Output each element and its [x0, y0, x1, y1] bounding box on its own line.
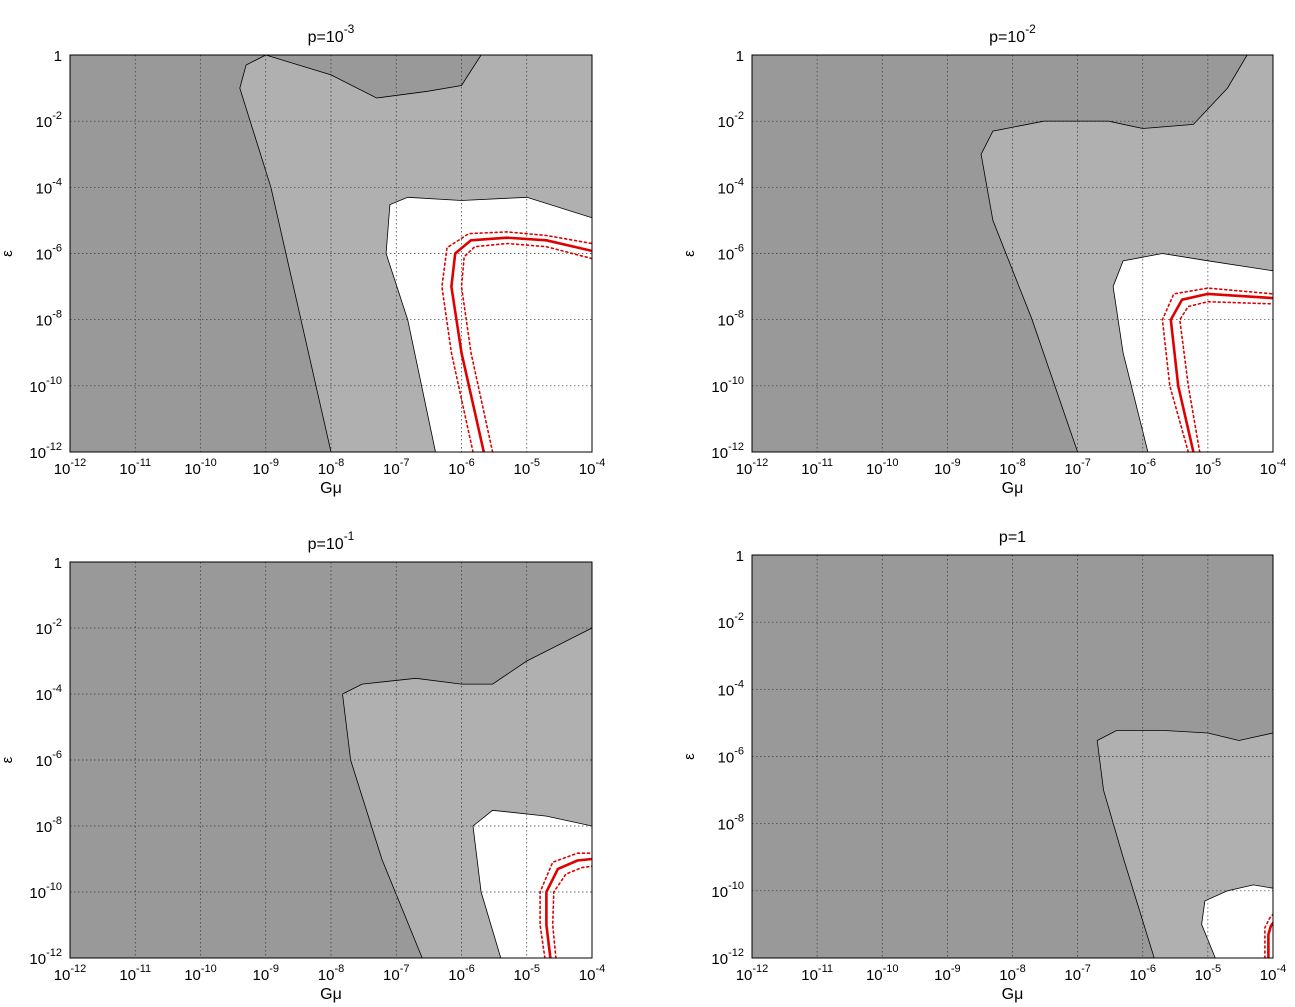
x-tick-label: 10-9	[934, 963, 960, 984]
x-tick-label: 10-4	[1260, 963, 1286, 984]
chart-title: p=10-3	[308, 22, 355, 46]
x-tick-label: 10-5	[514, 457, 540, 478]
y-tick-label: 10-4	[36, 683, 62, 704]
y-tick-label: 10-8	[718, 813, 744, 834]
x-tick-label: 10-10	[184, 457, 217, 478]
plot-frame	[69, 54, 593, 453]
plot-frame	[69, 561, 593, 959]
y-axis-label: ε	[0, 756, 16, 763]
y-tick-label: 10-10	[29, 375, 62, 396]
x-tick-label: 10-6	[1130, 457, 1156, 478]
y-tick-label: 10-2	[718, 611, 744, 632]
x-tick-label: 10-4	[579, 457, 605, 478]
x-tick-label: 10-6	[448, 457, 474, 478]
y-tick-label: 10-10	[711, 375, 744, 396]
plot-frame	[751, 54, 1274, 453]
y-tick-label: 10-2	[36, 110, 62, 131]
x-tick-label: 10-10	[866, 963, 899, 984]
x-axis-label: Gμ	[1002, 480, 1024, 497]
x-tick-label: 10-8	[318, 963, 344, 984]
y-tick-label: 10-2	[718, 110, 744, 131]
x-axis-label: Gμ	[320, 480, 342, 497]
y-tick-label: 10-10	[711, 880, 744, 901]
bound-curve-uncertainty	[1179, 300, 1273, 452]
x-tick-label: 10-6	[448, 963, 474, 984]
x-tick-label: 10-9	[934, 457, 960, 478]
y-tick-label: 10-8	[36, 309, 62, 330]
x-tick-label: 10-5	[514, 963, 540, 984]
x-tick-label: 10-7	[1064, 457, 1090, 478]
bound-curve-uncertainty	[441, 231, 592, 452]
y-tick-label: 10-4	[718, 176, 744, 197]
x-tick-label: 10-8	[999, 457, 1025, 478]
x-tick-label: 10-11	[801, 457, 833, 478]
y-tick-label: 10-6	[718, 243, 744, 264]
y-tick-label: 1	[736, 48, 744, 65]
x-tick-label: 10-5	[1195, 457, 1221, 478]
panel-1: 10-12 10-11 10-10 10-9 10-8 10-7 10-6 10-5 10-4 1…	[0, 22, 605, 497]
y-tick-label: 1	[54, 555, 62, 572]
x-tick-label: 10-11	[801, 963, 833, 984]
x-tick-label: 10-9	[253, 457, 279, 478]
y-tick-label: 10-12	[711, 441, 744, 462]
bound-curve	[450, 236, 592, 452]
y-tick-label: 10-12	[29, 441, 62, 462]
x-tick-label: 10-4	[579, 963, 605, 984]
x-tick-label: 10-6	[1130, 963, 1156, 984]
x-tick-label: 10-8	[999, 963, 1025, 984]
y-tick-label: 10-8	[718, 309, 744, 330]
x-tick-label: 10-10	[184, 963, 217, 984]
bound-curve-uncertainty	[551, 865, 592, 958]
y-tick-label: 10-6	[36, 243, 62, 264]
plot-frame	[751, 554, 1274, 959]
y-axis-label: ε	[681, 250, 698, 257]
bound-curve	[1267, 921, 1273, 958]
x-tick-label: 10-8	[318, 457, 344, 478]
x-tick-label: 10-7	[383, 963, 409, 984]
chart-title: p=10-2	[989, 22, 1036, 46]
x-tick-label: 10-9	[253, 963, 279, 984]
y-tick-label: 1	[736, 548, 744, 565]
panel-4: 10-12 10-11 10-10 10-9 10-8 10-7 10-6 10-5 10-4 1…	[681, 529, 1286, 1003]
y-tick-label: 1	[54, 48, 62, 65]
x-tick-label: 10-12	[54, 963, 87, 984]
x-tick-label: 10-12	[54, 457, 87, 478]
chart-title: p=1	[999, 529, 1026, 546]
allowed-region	[1201, 884, 1273, 958]
x-tick-label: 10-10	[866, 457, 899, 478]
bound-curve-uncertainty	[1264, 913, 1273, 958]
y-tick-label: 10-6	[718, 746, 744, 767]
allowed-region	[472, 809, 592, 958]
y-tick-label: 10-12	[29, 947, 62, 968]
x-tick-label: 10-12	[736, 457, 769, 478]
x-tick-label: 10-7	[383, 457, 409, 478]
y-tick-label: 10-4	[718, 678, 744, 699]
bound-curve	[545, 857, 592, 958]
x-tick-label: 10-11	[119, 457, 151, 478]
x-tick-label: 10-11	[119, 963, 151, 984]
x-tick-label: 10-7	[1064, 963, 1090, 984]
bound-curve-uncertainty	[460, 242, 592, 452]
x-tick-label: 10-12	[736, 963, 769, 984]
y-tick-label: 10-10	[29, 881, 62, 902]
bound-curve-uncertainty	[539, 852, 592, 958]
allowed-region	[385, 196, 592, 452]
y-tick-label: 10-4	[36, 176, 62, 197]
y-tick-label: 10-6	[36, 749, 62, 770]
y-tick-label: 10-8	[36, 815, 62, 836]
y-axis-label: ε	[0, 250, 16, 257]
panel-3: 10-12 10-11 10-10 10-9 10-8 10-7 10-6 10-5 10-4 1…	[0, 529, 605, 1003]
y-tick-label: 10-2	[36, 617, 62, 638]
y-axis-label: ε	[681, 753, 698, 760]
chart-title: p=10-1	[308, 529, 355, 553]
x-axis-label: Gμ	[320, 986, 342, 1003]
x-tick-label: 10-5	[1195, 963, 1221, 984]
bound-curve	[1169, 292, 1273, 452]
panel-2: 10-12 10-11 10-10 10-9 10-8 10-7 10-6 10-5 10-4 1…	[681, 22, 1286, 497]
bound-curve-uncertainty	[1161, 287, 1273, 452]
x-tick-label: 10-4	[1260, 457, 1286, 478]
x-axis-label: Gμ	[1002, 986, 1024, 1003]
y-tick-label: 10-12	[711, 947, 744, 968]
